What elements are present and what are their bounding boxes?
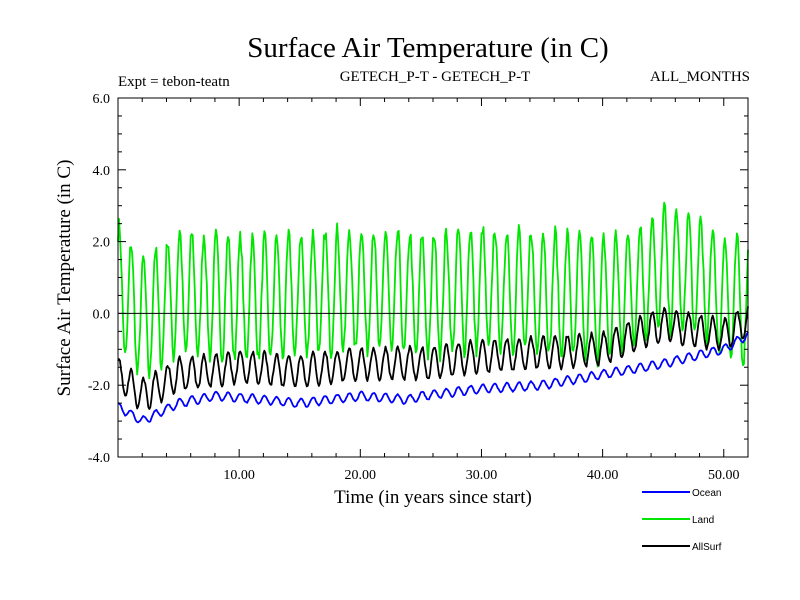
y-tick-label: 4.0 bbox=[93, 164, 111, 179]
chart-title: Surface Air Temperature (in C) bbox=[247, 32, 608, 64]
series-line-ocean bbox=[117, 331, 749, 424]
x-tick-label: 40.00 bbox=[587, 468, 619, 483]
y-tick-label: 2.0 bbox=[93, 236, 111, 251]
plot-frame bbox=[117, 97, 749, 458]
series-line-allsurf bbox=[117, 306, 749, 410]
legend-label-land: Land bbox=[692, 515, 714, 526]
x-axis-label: Time (in years since start) bbox=[334, 487, 532, 508]
y-tick-label: -4.0 bbox=[88, 451, 110, 466]
axis-layer: 10.00 20.00 30.00 40.00 50.00 -4.0 -2.0 0.0 2.0 4… bbox=[88, 92, 748, 483]
y-tick-label: 6.0 bbox=[93, 92, 111, 107]
x-tick-label: 20.00 bbox=[345, 468, 377, 483]
x-tick-label: 50.00 bbox=[708, 468, 740, 483]
series-line-land bbox=[117, 201, 749, 380]
comparison-label: GETECH_P-T - GETECH_P-T bbox=[340, 69, 531, 85]
series-layer bbox=[117, 201, 749, 424]
months-label: ALL_MONTHS bbox=[650, 69, 750, 85]
y-axis-label: Surface Air Temperature (in C) bbox=[54, 160, 75, 397]
x-tick-label: 10.00 bbox=[223, 468, 255, 483]
legend-label-allsurf: AllSurf bbox=[692, 542, 722, 553]
y-tick-label: 0.0 bbox=[93, 307, 111, 322]
legend-label-ocean: Ocean bbox=[692, 488, 721, 499]
x-tick-label: 30.00 bbox=[466, 468, 498, 483]
experiment-label: Expt = tebon-teatn bbox=[118, 74, 230, 90]
legend: Ocean Land AllSurf bbox=[642, 488, 722, 553]
y-tick-label: -2.0 bbox=[88, 379, 110, 394]
